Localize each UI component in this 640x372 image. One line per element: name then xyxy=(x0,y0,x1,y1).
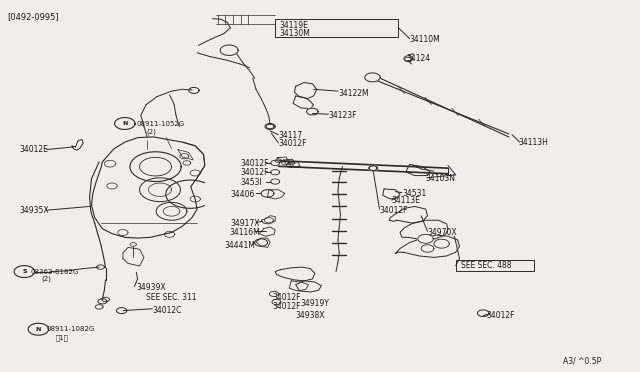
Text: N: N xyxy=(36,327,41,332)
Polygon shape xyxy=(369,166,378,171)
Polygon shape xyxy=(261,190,274,197)
Polygon shape xyxy=(307,108,318,115)
Text: N: N xyxy=(122,121,127,126)
Polygon shape xyxy=(271,160,280,166)
Text: 08911-1082G: 08911-1082G xyxy=(46,326,94,332)
Polygon shape xyxy=(115,118,135,129)
Text: 34123F: 34123F xyxy=(328,111,357,120)
Polygon shape xyxy=(477,310,489,317)
Text: 34970X: 34970X xyxy=(428,228,457,237)
Text: 34012F: 34012F xyxy=(380,206,408,215)
Text: 34116M: 34116M xyxy=(229,228,260,237)
Text: 34939X: 34939X xyxy=(136,283,166,292)
Text: 34012C: 34012C xyxy=(152,306,182,315)
Polygon shape xyxy=(421,245,434,252)
Text: 34012F: 34012F xyxy=(240,159,269,168)
Text: 08363-8162G: 08363-8162G xyxy=(31,269,79,275)
Text: 34531: 34531 xyxy=(402,189,426,198)
Text: 34919Y: 34919Y xyxy=(301,299,330,308)
Text: (2): (2) xyxy=(146,128,156,135)
Text: 34012F: 34012F xyxy=(240,169,269,177)
Text: 34012F: 34012F xyxy=(272,293,301,302)
Text: 34917X: 34917X xyxy=(230,219,260,228)
Text: 34103N: 34103N xyxy=(426,174,456,183)
Text: 34012F: 34012F xyxy=(486,311,515,320)
Text: 34113E: 34113E xyxy=(392,196,420,205)
Text: 34113H: 34113H xyxy=(518,138,548,147)
Text: 34012F: 34012F xyxy=(278,140,307,148)
Text: [0492-0995]: [0492-0995] xyxy=(8,12,60,21)
Polygon shape xyxy=(14,266,35,278)
Text: SEE SEC. 488: SEE SEC. 488 xyxy=(461,262,511,270)
Polygon shape xyxy=(220,45,238,55)
Text: (2): (2) xyxy=(42,276,51,282)
Bar xyxy=(456,260,534,271)
Text: 08911-1052G: 08911-1052G xyxy=(136,121,184,126)
Text: A3/ ^0.5P: A3/ ^0.5P xyxy=(563,356,602,365)
Text: 34012E: 34012E xyxy=(19,145,48,154)
Text: 34012F: 34012F xyxy=(272,302,301,311)
Polygon shape xyxy=(28,323,49,335)
Bar xyxy=(275,19,398,37)
Text: 34119E: 34119E xyxy=(279,21,308,30)
Text: SEE SEC. 311: SEE SEC. 311 xyxy=(146,293,196,302)
Text: S: S xyxy=(22,269,27,274)
Text: 34124: 34124 xyxy=(406,54,431,63)
Text: 34110M: 34110M xyxy=(410,35,440,44)
Text: 3453I: 3453I xyxy=(240,178,262,187)
Polygon shape xyxy=(434,239,449,248)
Polygon shape xyxy=(365,73,380,82)
Text: 34935X: 34935X xyxy=(19,206,49,215)
Text: 34441M: 34441M xyxy=(224,241,255,250)
Text: （1）: （1） xyxy=(56,334,68,341)
Polygon shape xyxy=(418,234,433,243)
Text: 34938X: 34938X xyxy=(296,311,325,320)
Text: 34406: 34406 xyxy=(230,190,255,199)
Text: 34117: 34117 xyxy=(278,131,303,140)
Polygon shape xyxy=(271,170,280,175)
Text: 34130M: 34130M xyxy=(279,29,310,38)
Polygon shape xyxy=(271,179,280,184)
Text: 34122M: 34122M xyxy=(338,89,369,98)
Polygon shape xyxy=(255,239,268,246)
